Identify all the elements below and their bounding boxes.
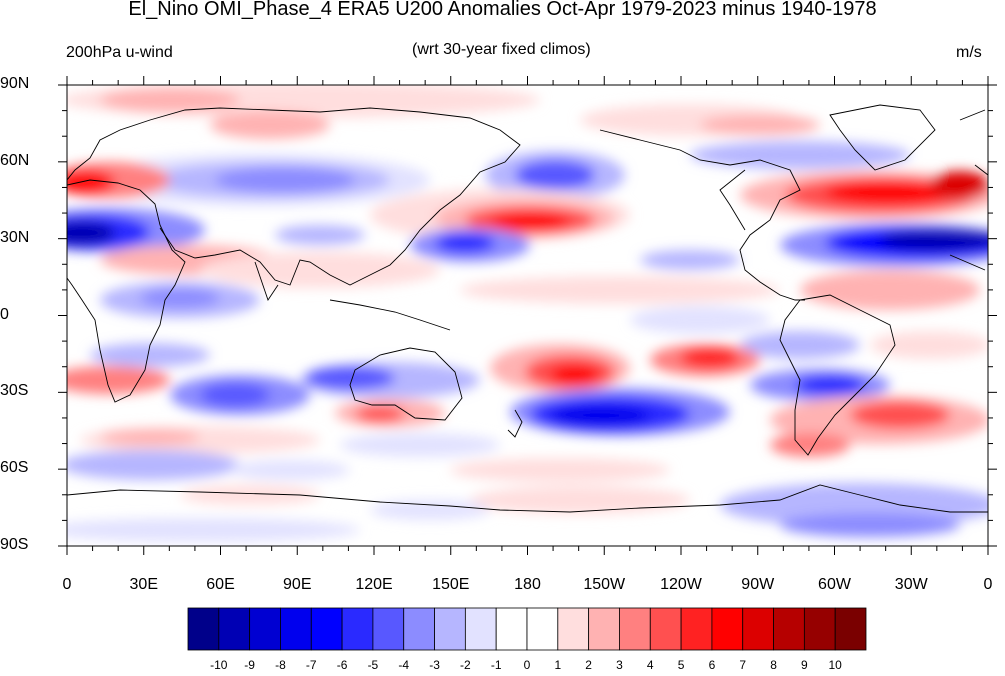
lon-tick-label: 120W [660, 576, 702, 593]
lat-tick-label: 0 [0, 305, 9, 323]
colorbar-label: 2 [585, 658, 592, 672]
greenland-outline [829, 104, 936, 171]
center-subtitle: (wrt 30-year fixed climos) [412, 41, 591, 58]
colorbar-swatch [557, 607, 590, 651]
eurasia-outline [67, 107, 521, 286]
colorbar-label: -8 [275, 658, 286, 672]
anomaly-shading [67, 85, 988, 546]
lat-tick-label: 60N [0, 151, 30, 169]
colorbar-label: -6 [336, 658, 348, 672]
lon-tick-label: 30E [129, 576, 158, 593]
colorbar-swatch [310, 607, 343, 651]
colorbar-swatch [834, 607, 867, 651]
colorbar-label: 8 [770, 658, 777, 672]
india-outline [254, 261, 279, 302]
lon-tick-label: 30W [894, 576, 928, 593]
lon-tick-label: 180 [514, 576, 541, 593]
colorbar-swatch [711, 607, 744, 651]
coastlines [67, 104, 988, 513]
colorbar-label: 9 [801, 658, 808, 672]
colorbar-swatch [619, 607, 651, 651]
colorbar-label: -5 [367, 658, 379, 672]
colorbar-label: 0 [523, 658, 531, 672]
colorbar-label: 1 [554, 658, 562, 672]
colorbar-swatch [218, 607, 251, 651]
colorbar-label: 4 [646, 658, 654, 672]
lon-tick-label: 0 [983, 576, 993, 593]
lon-tick-label: 150E [432, 576, 470, 593]
new-zealand-outline [507, 409, 523, 438]
colorbar-swatch [341, 607, 374, 651]
colorbar-label: -9 [244, 658, 255, 672]
colorbar-label: 5 [677, 658, 685, 672]
colorbar-swatch [526, 607, 559, 651]
units-label: m/s [956, 44, 982, 61]
colorbar-label: -2 [460, 658, 471, 672]
colorbar-swatch [187, 607, 220, 651]
lat-tick-label: 30N [0, 228, 30, 246]
lat-tick-label: 90S [0, 536, 29, 553]
north-america-outline [599, 129, 805, 301]
europe-fragments [949, 109, 988, 271]
colorbar-swatch [588, 607, 620, 651]
colorbar-swatch [680, 607, 713, 651]
colorbar-swatch [372, 607, 405, 651]
colorbar-swatch [403, 607, 435, 651]
south-america-outline [779, 294, 896, 456]
colorbar-label: -4 [398, 658, 410, 672]
lon-tick-label: 120E [355, 576, 393, 593]
colorbar-label: 6 [708, 658, 716, 672]
colorbar-label: 7 [739, 658, 747, 672]
colorbar-label: -7 [305, 658, 317, 672]
colorbar-swatch [773, 607, 805, 651]
lon-tick-label: 60E [206, 576, 235, 593]
lon-tick-label: 60W [818, 576, 851, 593]
lon-tick-label: 0 [62, 576, 72, 593]
colorbar-swatch [464, 607, 497, 651]
colorbar-swatch [803, 607, 836, 651]
colorbar-label: -10 [210, 658, 228, 672]
colorbar-label: 3 [616, 658, 623, 672]
colorbar-swatch [649, 607, 682, 651]
australia-outline [349, 347, 463, 421]
lat-tick-label: 60S [0, 459, 29, 477]
colorbar-swatch [495, 607, 528, 651]
colorbar-swatch [742, 607, 774, 651]
colorbar-swatch [280, 607, 312, 651]
colorbar-label: -1 [490, 658, 502, 672]
north-america-west-coast [719, 169, 746, 231]
colorbar [187, 607, 867, 651]
colorbar-label: 10 [828, 658, 842, 672]
africa-outline [67, 179, 186, 403]
islands-outline [329, 299, 451, 331]
axis-ticks [58, 76, 997, 555]
lon-tick-label: 90W [741, 576, 775, 593]
lat-tick-label: 90N [0, 75, 30, 92]
lon-tick-label: 150W [583, 576, 626, 593]
antarctica-outline [67, 484, 988, 513]
lat-tick-label: 30S [0, 382, 29, 400]
colorbar-label: -3 [429, 658, 440, 672]
colorbar-swatch [249, 607, 281, 651]
colorbar-swatch [434, 607, 466, 651]
lon-tick-label: 90E [283, 576, 312, 593]
variable-label: 200hPa u-wind [66, 44, 173, 61]
chart-title: El_Nino OMI_Phase_4 ERA5 U200 Anomalies … [128, 0, 877, 20]
